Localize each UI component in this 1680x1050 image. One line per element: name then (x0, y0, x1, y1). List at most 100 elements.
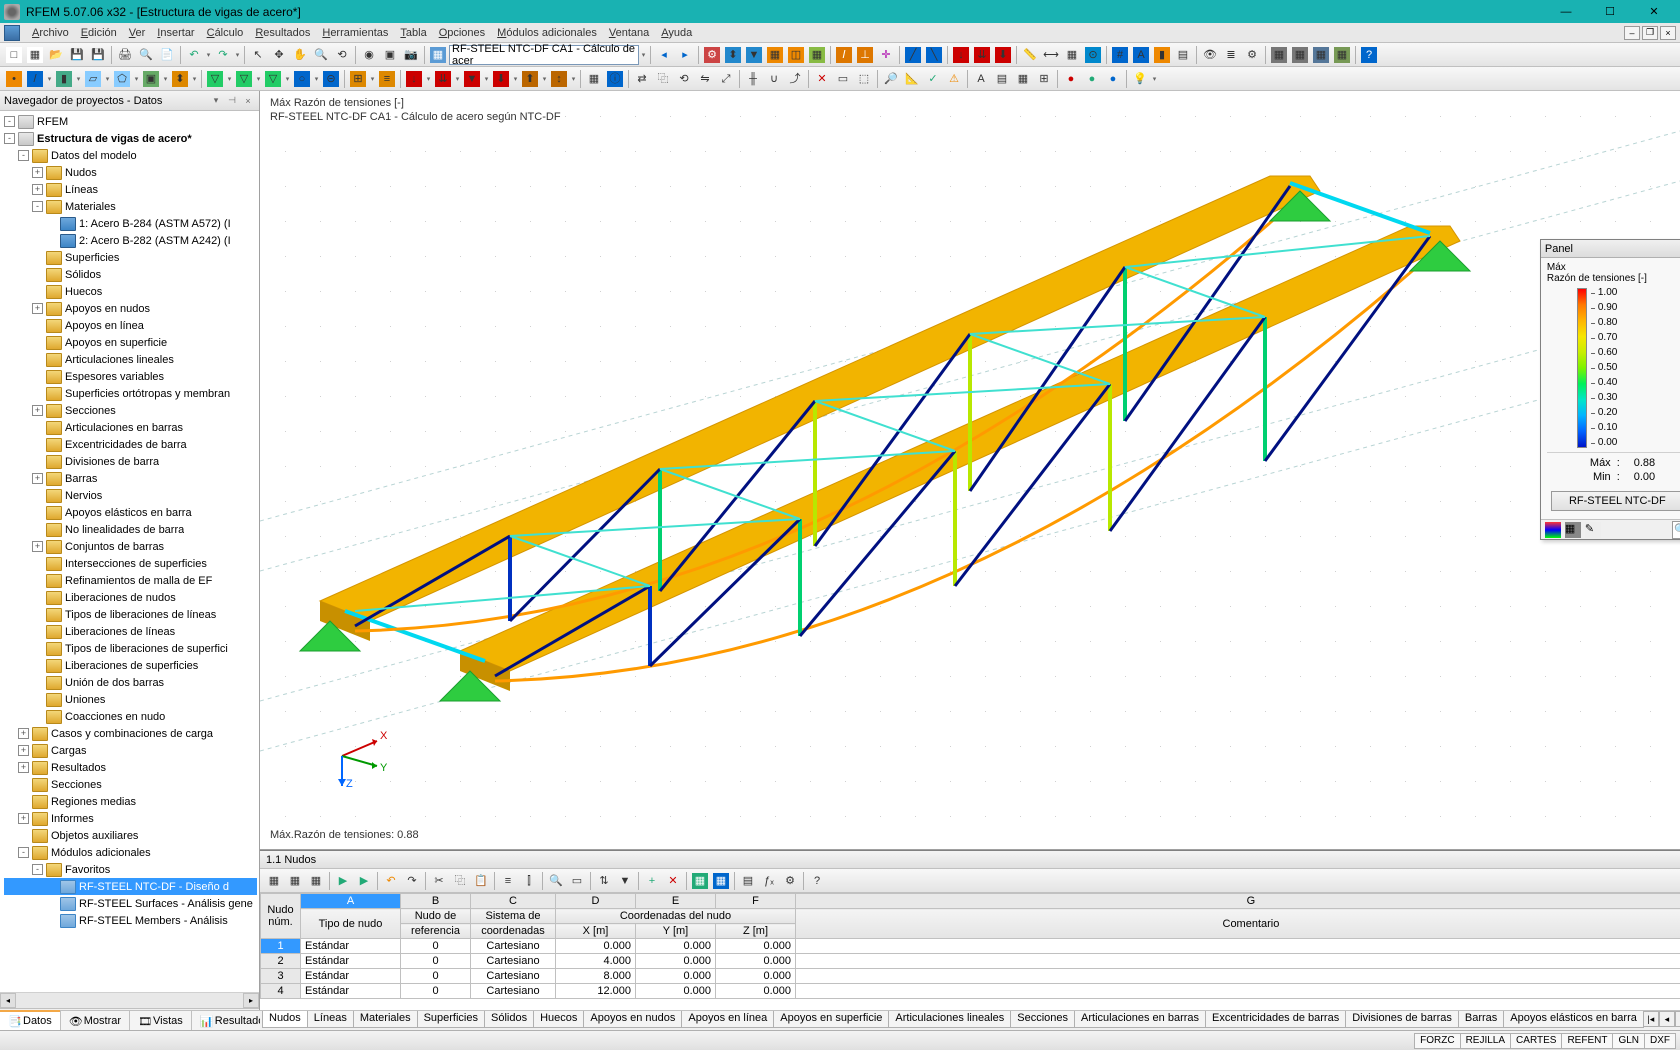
mem-icon[interactable]: ⬍ (170, 69, 190, 89)
tree-item[interactable]: -Datos del modelo (4, 147, 257, 164)
tree-item[interactable]: Nervios (4, 487, 257, 504)
t-help[interactable]: ? (807, 871, 827, 891)
join-icon[interactable]: ∪ (764, 69, 784, 89)
tree-item[interactable]: +Resultados (4, 759, 257, 776)
t-opt[interactable]: ⚙ (780, 871, 800, 891)
cell[interactable] (796, 984, 1680, 999)
scale-icon[interactable]: ⤢ (716, 69, 736, 89)
show-icon[interactable]: ◉ (359, 45, 379, 65)
load3-icon[interactable]: ⬇ (993, 45, 1013, 65)
cell[interactable]: 8.000 (556, 969, 636, 984)
tree-item[interactable]: RF-STEEL Members - Análisis (4, 912, 257, 929)
sec2-icon[interactable]: ⊥ (855, 45, 875, 65)
tool-dropdown[interactable] (640, 46, 647, 64)
t-cfg[interactable]: ▦ (285, 871, 305, 891)
t-go2[interactable]: ▶ (354, 871, 374, 891)
nav-tab-datos[interactable]: 📑Datos (0, 1010, 61, 1030)
saveas-icon[interactable]: 💾 (88, 45, 108, 65)
redo-icon[interactable]: ↷ (213, 45, 233, 65)
table-tab[interactable]: Nudos (262, 1011, 308, 1028)
preview-icon[interactable]: 🔍 (136, 45, 156, 65)
cell[interactable]: 4.000 (556, 954, 636, 969)
meas-icon[interactable]: 📐 (902, 69, 922, 89)
tool-dropdown[interactable] (570, 70, 577, 88)
snap-icon[interactable]: ⊙ (1083, 45, 1103, 65)
load-icon[interactable]: ↓ (951, 45, 971, 65)
t-del[interactable]: ✕ (663, 871, 683, 891)
cell[interactable]: 0.000 (636, 954, 716, 969)
tree-item[interactable]: Regiones medias (4, 793, 257, 810)
grn-icon[interactable]: ● (1082, 69, 1102, 89)
col-icon[interactable]: ▮ (1152, 45, 1172, 65)
tool-dropdown[interactable] (162, 70, 169, 88)
tool-dropdown[interactable] (255, 70, 262, 88)
panel-foot-icon-2[interactable]: ▦ (1565, 522, 1581, 538)
menu-insertar[interactable]: Insertar (151, 25, 200, 41)
move-icon[interactable]: ✥ (269, 45, 289, 65)
load5-icon[interactable]: ⬆ (520, 69, 540, 89)
print-icon[interactable]: 🖨 (115, 45, 135, 65)
table-tab[interactable]: Barras (1458, 1011, 1504, 1028)
panel-foot-icon-1[interactable] (1545, 522, 1561, 538)
results-panel[interactable]: Panel × Máx Razón de tensiones [-] 1.000… (1540, 239, 1680, 540)
cell[interactable]: 12.000 (556, 984, 636, 999)
cell[interactable]: Cartesiano (471, 969, 556, 984)
tree-item[interactable]: 1: Acero B-284 (ASTM A572) (I (4, 215, 257, 232)
selall-icon[interactable]: ⬚ (854, 69, 874, 89)
menu-ayuda[interactable]: Ayuda (655, 25, 698, 41)
tool-dropdown[interactable] (104, 70, 111, 88)
tool-dropdown[interactable] (541, 70, 548, 88)
cell[interactable]: 0.000 (636, 969, 716, 984)
mir-icon[interactable]: ⇋ (695, 69, 715, 89)
cell[interactable]: 0.000 (556, 939, 636, 954)
t-prev[interactable]: ▦ (264, 871, 284, 891)
load6-icon[interactable]: ↕ (549, 69, 569, 89)
chk-icon[interactable]: ✓ (923, 69, 943, 89)
find-icon[interactable]: 🔎 (881, 69, 901, 89)
sup3-icon[interactable]: ▽ (263, 69, 283, 89)
tree-item[interactable]: -Estructura de vigas de acero* (4, 130, 257, 147)
menu-resultados[interactable]: Resultados (249, 25, 316, 41)
data-grid[interactable]: Nudonúm. A B C D E F G Tipo de nudo Nudo… (260, 893, 1680, 999)
sup-icon[interactable]: ▽ (205, 69, 225, 89)
tree-item[interactable]: Intersecciones de superficies (4, 555, 257, 572)
panel-search-icon[interactable]: 🔍 (1672, 521, 1680, 539)
sup2-icon[interactable]: ▽ (234, 69, 254, 89)
menu-edición[interactable]: Edición (75, 25, 123, 41)
mdi-minimize[interactable]: – (1624, 26, 1640, 40)
tool-dropdown[interactable] (284, 70, 291, 88)
node-icon[interactable]: • (4, 69, 24, 89)
cell[interactable]: 0 (401, 984, 471, 999)
panel-module-button[interactable]: RF-STEEL NTC-DF (1551, 491, 1680, 511)
cell[interactable]: Estándar (301, 939, 401, 954)
status-rejilla[interactable]: REJILLA (1460, 1033, 1511, 1049)
table-tab[interactable]: Articulaciones lineales (888, 1011, 1011, 1028)
t-sel[interactable]: ▭ (567, 871, 587, 891)
table-tab[interactable]: Apoyos en superficie (773, 1011, 889, 1028)
tool-dropdown[interactable] (369, 70, 376, 88)
tree-item[interactable]: Apoyos en superficie (4, 334, 257, 351)
cell[interactable]: 0.000 (716, 954, 796, 969)
pan-icon[interactable]: ✋ (290, 45, 310, 65)
lbl-icon[interactable]: A (1131, 45, 1151, 65)
filter-icon[interactable]: ▼ (744, 45, 764, 65)
sec1-icon[interactable]: 𝐼 (834, 45, 854, 65)
type-icon[interactable]: ⊞ (348, 69, 368, 89)
prev-icon[interactable]: ◂ (654, 45, 674, 65)
col-C[interactable]: C (471, 894, 556, 909)
mdi-restore[interactable]: ❐ (1642, 26, 1658, 40)
cell[interactable] (796, 954, 1680, 969)
line2-icon[interactable]: ╲ (924, 45, 944, 65)
hinge-icon[interactable]: ○ (292, 69, 312, 89)
open-icon[interactable]: ⬠ (112, 69, 132, 89)
load4-icon[interactable]: ⬇ (491, 69, 511, 89)
nav-hscroll[interactable]: ◂▸ (0, 992, 259, 1008)
t-paste[interactable]: 📋 (471, 871, 491, 891)
d-icon[interactable]: ⊞ (1034, 69, 1054, 89)
t-col[interactable]: ⫿ (519, 871, 539, 891)
cell[interactable]: Cartesiano (471, 984, 556, 999)
load1-icon[interactable]: ↓ (404, 69, 424, 89)
tree-item[interactable]: Articulaciones lineales (4, 351, 257, 368)
cell[interactable]: Estándar (301, 969, 401, 984)
set-icon[interactable]: ≡ (377, 69, 397, 89)
